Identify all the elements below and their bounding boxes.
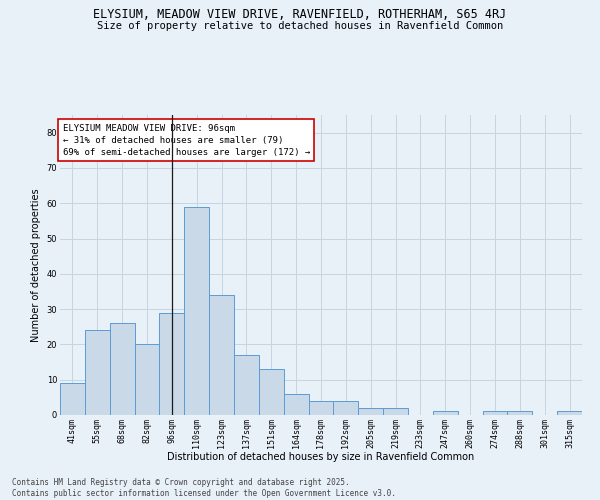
Bar — [259, 369, 284, 415]
Bar — [358, 408, 383, 415]
Bar — [160, 312, 184, 415]
Text: Size of property relative to detached houses in Ravenfield Common: Size of property relative to detached ho… — [97, 21, 503, 31]
Text: ELYSIUM MEADOW VIEW DRIVE: 96sqm
← 31% of detached houses are smaller (79)
69% o: ELYSIUM MEADOW VIEW DRIVE: 96sqm ← 31% o… — [62, 124, 310, 156]
Bar — [284, 394, 308, 415]
Bar — [134, 344, 160, 415]
Bar — [383, 408, 408, 415]
Bar — [60, 383, 85, 415]
Bar — [234, 355, 259, 415]
Bar — [508, 412, 532, 415]
Text: Distribution of detached houses by size in Ravenfield Common: Distribution of detached houses by size … — [167, 452, 475, 462]
Bar — [209, 295, 234, 415]
Bar — [184, 207, 209, 415]
Bar — [110, 323, 134, 415]
Bar — [433, 412, 458, 415]
Text: ELYSIUM, MEADOW VIEW DRIVE, RAVENFIELD, ROTHERHAM, S65 4RJ: ELYSIUM, MEADOW VIEW DRIVE, RAVENFIELD, … — [94, 8, 506, 20]
Bar — [557, 412, 582, 415]
Bar — [308, 401, 334, 415]
Text: Contains HM Land Registry data © Crown copyright and database right 2025.
Contai: Contains HM Land Registry data © Crown c… — [12, 478, 396, 498]
Bar — [85, 330, 110, 415]
Bar — [482, 412, 508, 415]
Y-axis label: Number of detached properties: Number of detached properties — [31, 188, 41, 342]
Bar — [334, 401, 358, 415]
